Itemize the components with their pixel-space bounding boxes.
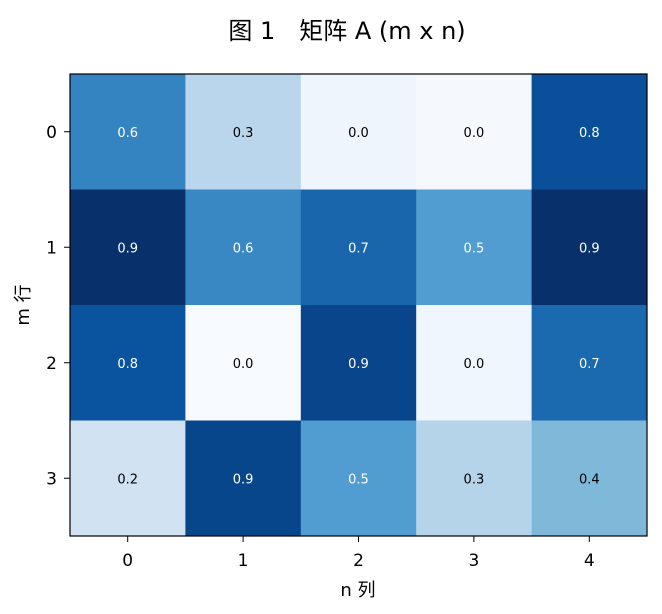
chart-title: 图 1 矩阵 A (m x n)	[228, 17, 465, 45]
cell-value-label-0-2: 0.0	[348, 126, 369, 141]
cell-value-label-2-0: 0.8	[117, 357, 138, 372]
y-tick-label-2: 2	[46, 354, 57, 374]
heatmap-cell-1-1	[185, 189, 302, 306]
heatmap-cell-2-4	[531, 305, 648, 421]
heatmap-cell-2-3	[416, 305, 533, 421]
cell-value-label-1-0: 0.9	[117, 241, 138, 256]
heatmap-cells	[70, 74, 648, 537]
cell-value-label-1-4: 0.9	[579, 241, 600, 256]
heatmap-cell-3-2	[300, 420, 417, 537]
heatmap-cell-0-2	[300, 74, 417, 190]
x-tick-label-3: 3	[468, 551, 479, 571]
heatmap-cell-0-4	[531, 74, 648, 190]
y-tick-label-3: 3	[46, 469, 57, 489]
x-tick-label-2: 2	[353, 551, 364, 571]
x-tick-label-0: 0	[122, 551, 133, 571]
heatmap-cell-3-1	[185, 420, 302, 537]
y-tick-label-1: 1	[46, 238, 57, 258]
cell-value-label-1-2: 0.7	[348, 241, 369, 256]
heatmap-cell-3-0	[70, 420, 186, 537]
heatmap-cell-1-3	[416, 189, 533, 306]
cell-value-label-0-0: 0.6	[117, 126, 138, 141]
cell-value-label-3-3: 0.3	[464, 472, 485, 487]
heatmap-cell-3-3	[416, 420, 533, 537]
cell-value-label-0-3: 0.0	[464, 126, 485, 141]
y-axis-label: m 行	[13, 284, 34, 325]
cell-value-label-3-4: 0.4	[579, 472, 600, 487]
heatmap-cell-1-4	[531, 189, 648, 306]
heatmap-cell-0-0	[70, 74, 186, 190]
heatmap-cell-2-1	[185, 305, 302, 421]
x-tick-label-4: 4	[584, 551, 595, 571]
cell-value-label-3-0: 0.2	[117, 472, 138, 487]
x-axis-ticks: 0 1 2 3 4	[122, 536, 595, 571]
heatmap-cell-0-3	[416, 74, 533, 190]
cell-value-label-0-4: 0.8	[579, 126, 600, 141]
cell-value-label-2-1: 0.0	[233, 357, 254, 372]
y-tick-label-0: 0	[46, 123, 57, 143]
heatmap-cell-0-1	[185, 74, 302, 190]
x-axis-label: n 列	[340, 580, 375, 601]
heatmap-cell-3-4	[531, 420, 648, 537]
cell-value-label-1-1: 0.6	[233, 241, 254, 256]
heatmap-cell-2-0	[70, 305, 186, 421]
heatmap-cell-1-2	[300, 189, 417, 306]
cell-value-label-2-2: 0.9	[348, 357, 369, 372]
cell-value-label-2-4: 0.7	[579, 357, 600, 372]
heatmap-cell-labels: 0.6 0.3 0.0 0.0 0.8 0.9 0.6 0.7 0.5 0.9 0.8 0.0 0.9 0…	[117, 126, 599, 488]
y-axis-ticks: 0 1 2 3	[46, 123, 70, 489]
x-tick-label-1: 1	[238, 551, 249, 571]
heatmap-cell-2-2	[300, 305, 417, 421]
cell-value-label-2-3: 0.0	[464, 357, 485, 372]
cell-value-label-0-1: 0.3	[233, 126, 254, 141]
cell-value-label-1-3: 0.5	[464, 241, 485, 256]
heatmap-cell-1-0	[70, 189, 186, 306]
cell-value-label-3-1: 0.9	[233, 472, 254, 487]
cell-value-label-3-2: 0.5	[348, 472, 369, 487]
